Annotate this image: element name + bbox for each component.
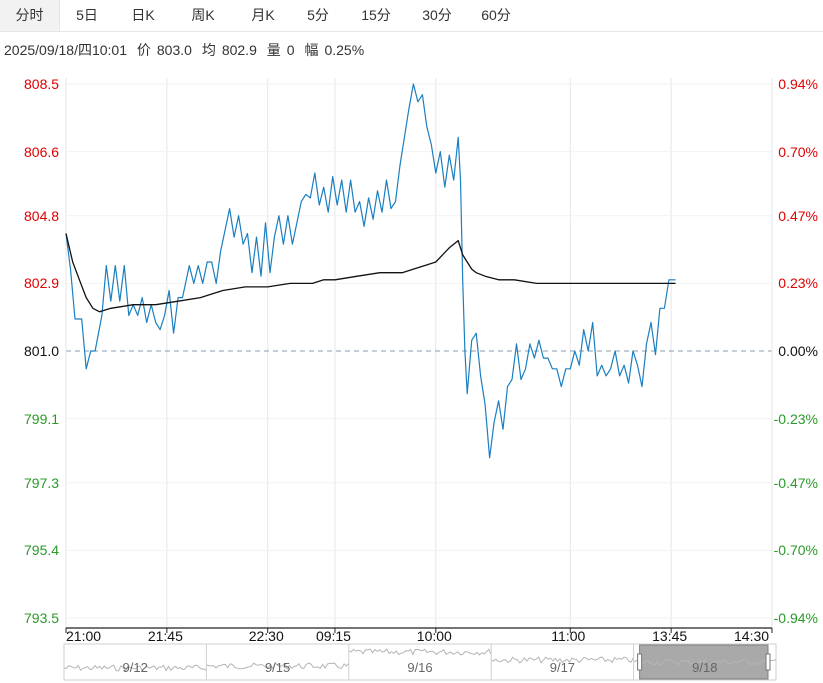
y-percent-tick-label: 0.47% — [778, 207, 818, 224]
x-time-tick-label: 11:00 — [551, 628, 586, 644]
volume-label: 量 — [266, 42, 281, 58]
tab-0[interactable]: 分时 — [0, 0, 60, 31]
x-time-tick-label: 10:00 — [416, 628, 452, 644]
navigator-day-label: 9/12 — [123, 660, 148, 675]
datetime-text: 2025/09/18/四10:01 — [4, 42, 127, 58]
navigator-sparkline — [348, 648, 492, 656]
price-line — [65, 83, 676, 459]
navigator-day-label: 9/16 — [407, 660, 432, 675]
navigator-sparkline — [206, 662, 350, 670]
y-price-tick-label: 806.6 — [24, 143, 60, 160]
y-percent-tick-label: -0.47% — [773, 474, 818, 491]
navigator-day-label: 9/15 — [265, 660, 290, 675]
tab-1[interactable]: 5日 — [76, 7, 98, 23]
navigator-sparkline — [63, 664, 207, 672]
x-time-tick-label: 21:45 — [147, 628, 183, 644]
y-percent-tick-label: 0.94% — [778, 76, 818, 92]
x-time-tick-label: 09:15 — [315, 628, 351, 644]
tab-6[interactable]: 15分 — [361, 7, 391, 23]
x-time-tick-label: 22:30 — [248, 628, 284, 644]
price-label: 价 — [136, 42, 151, 58]
y-price-tick-label: 797.3 — [24, 474, 60, 491]
avg-label: 均 — [201, 42, 216, 58]
avg-value: 802.9 — [221, 42, 257, 58]
navigator-sparkline — [491, 656, 635, 664]
navigator-selection[interactable] — [639, 644, 769, 680]
y-percent-tick-label: 0.23% — [778, 275, 818, 292]
x-time-tick-label: 14:30 — [734, 628, 770, 644]
amplitude-label: 幅 — [304, 42, 319, 58]
x-time-tick-label: 21:00 — [66, 628, 102, 644]
y-percent-tick-label: -0.94% — [773, 610, 818, 626]
y-price-tick-label: 795.4 — [24, 542, 60, 559]
tab-7[interactable]: 30分 — [422, 7, 452, 23]
tab-2[interactable]: 日K — [131, 7, 155, 23]
y-price-tick-label: 808.5 — [24, 76, 60, 92]
y-price-tick-label: 801.0 — [24, 343, 60, 359]
y-price-tick-label: 802.9 — [24, 275, 60, 292]
price-value: 803.0 — [156, 42, 192, 58]
navigator-day-label: 9/18 — [692, 660, 717, 675]
tab-5[interactable]: 5分 — [307, 7, 329, 23]
y-price-tick-label: 793.5 — [24, 610, 60, 626]
navigator-day-label: 9/17 — [550, 660, 575, 675]
y-percent-tick-label: 0.70% — [778, 143, 818, 160]
navigator-sparkline — [633, 658, 777, 666]
volume-value: 0 — [286, 42, 295, 58]
tab-3[interactable]: 周K — [191, 7, 215, 23]
y-percent-tick-label: -0.70% — [773, 542, 818, 559]
y-price-tick-label: 799.1 — [24, 410, 60, 427]
period-tab-bar: 分时 5日 日K 周K 月K 5分 15分 30分 60分 — [0, 0, 823, 32]
y-percent-tick-label: 0.00% — [778, 343, 818, 359]
x-time-tick-label: 13:45 — [652, 628, 688, 644]
navigator-handle[interactable] — [765, 653, 771, 671]
average-price-line — [65, 233, 676, 313]
y-price-tick-label: 804.8 — [24, 207, 60, 224]
y-percent-tick-label: -0.23% — [773, 410, 818, 427]
tab-8[interactable]: 60分 — [481, 7, 511, 23]
navigator-handle[interactable] — [637, 653, 643, 671]
amplitude-value: 0.25% — [324, 42, 365, 58]
tab-4[interactable]: 月K — [251, 7, 275, 23]
